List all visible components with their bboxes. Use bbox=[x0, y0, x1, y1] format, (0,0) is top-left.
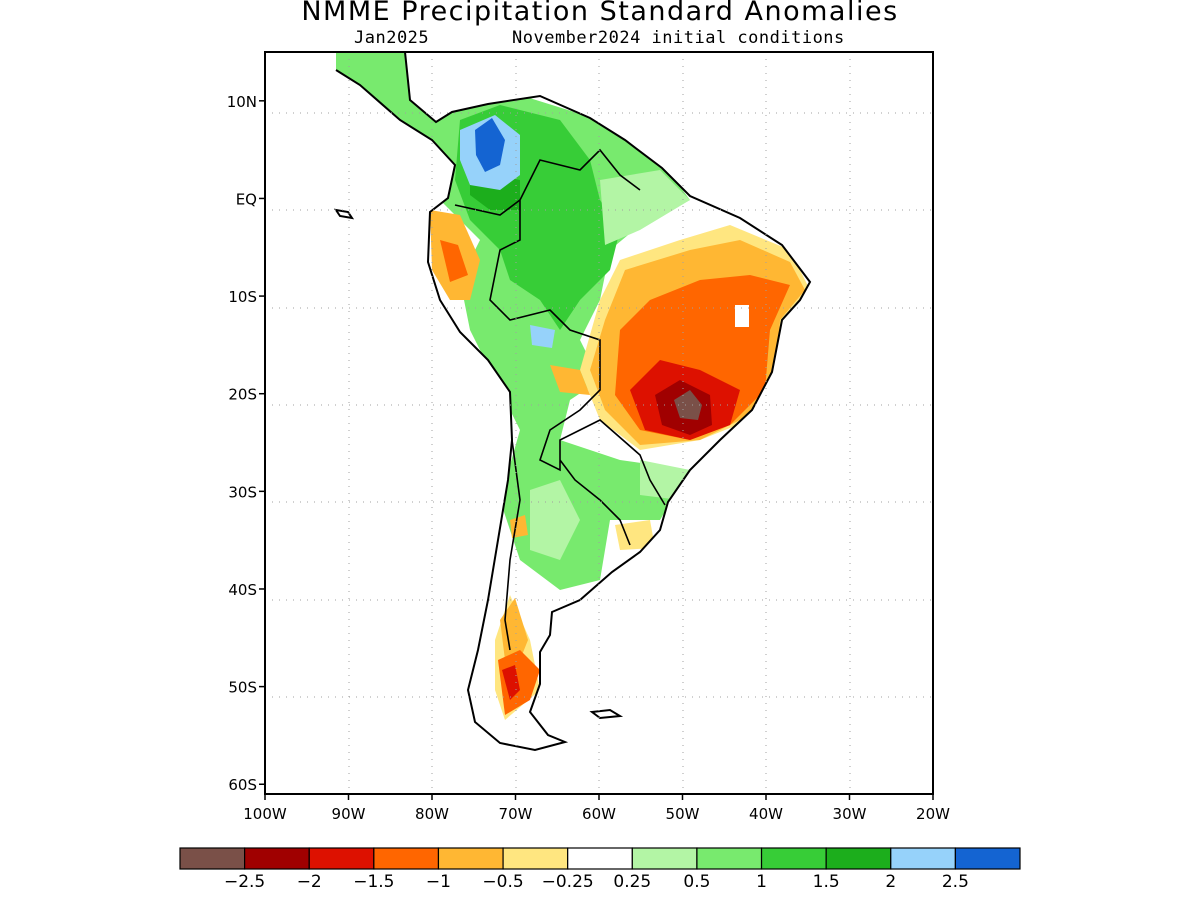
colorbar-label: 2 bbox=[885, 872, 896, 892]
colorbar-swatch bbox=[437, 847, 504, 870]
patagonia-orange-area bbox=[500, 598, 528, 660]
initial-conditions: November2024 initial conditions bbox=[512, 28, 845, 48]
longitude-axis: 100W 90W 80W 70W 60W 50W 40W 30W 20W bbox=[243, 794, 950, 823]
colorbar: −2.5 −2 −1.5 −1 −0.5 −0.25 0.25 0.5 1 1.5 2 2.5 bbox=[179, 847, 1021, 892]
colorbar-swatch bbox=[308, 847, 375, 870]
colorbar-label: −2 bbox=[297, 872, 322, 892]
country-borders bbox=[454, 148, 666, 651]
lon-label: 50W bbox=[666, 805, 700, 823]
colorbar-label: 1 bbox=[756, 872, 767, 892]
light-green-patches bbox=[530, 170, 690, 560]
colorbar-label: 2.5 bbox=[942, 872, 969, 892]
colorbar-label: −1.5 bbox=[353, 872, 394, 892]
galapagos-islands bbox=[333, 208, 355, 220]
ecuador-orange-area bbox=[440, 240, 468, 282]
colorbar-label: 0.5 bbox=[683, 872, 710, 892]
lon-label: 60W bbox=[582, 805, 616, 823]
lon-label: 90W bbox=[332, 805, 366, 823]
patagonia-red-area bbox=[498, 650, 540, 715]
colorbar-swatch bbox=[631, 847, 698, 870]
lat-label: 20S bbox=[228, 386, 257, 404]
colorbar-label: −1 bbox=[426, 872, 451, 892]
colombia-blue-area bbox=[475, 118, 505, 172]
colorbar-label: −0.25 bbox=[542, 872, 594, 892]
coastlines bbox=[333, 51, 812, 752]
colorbar-swatch bbox=[890, 847, 956, 870]
central-chile-orange-area bbox=[510, 365, 590, 538]
lon-label: 30W bbox=[833, 805, 867, 823]
colorbar-label: −2.5 bbox=[224, 872, 265, 892]
latitude-axis: 10N EQ 10S 20S 30S 40S 50S 60S bbox=[227, 93, 265, 794]
colorbar-swatch bbox=[567, 847, 633, 870]
brazil-brown-area bbox=[674, 390, 702, 420]
colorbar-swatch bbox=[954, 847, 1021, 870]
grid-lines bbox=[265, 52, 933, 794]
colorbar-swatch bbox=[696, 847, 763, 870]
forecast-month: Jan2025 bbox=[354, 28, 430, 48]
colorbar-swatch bbox=[760, 847, 827, 870]
lat-label: 30S bbox=[228, 483, 257, 501]
patagonia-dark-red-area bbox=[502, 665, 520, 700]
colorbar-label: 0.25 bbox=[613, 872, 651, 892]
colorbar-swatch bbox=[179, 847, 246, 870]
colorbar-label: −0.5 bbox=[482, 872, 523, 892]
anomaly-field bbox=[336, 52, 810, 750]
lon-label: 80W bbox=[415, 805, 449, 823]
lat-label: EQ bbox=[236, 190, 257, 208]
uruguay-yellow-area bbox=[615, 520, 655, 550]
colorbar-swatch bbox=[825, 847, 892, 870]
colorbar-swatch bbox=[244, 847, 310, 870]
lon-label: 100W bbox=[243, 805, 287, 823]
missing-data-box bbox=[735, 305, 749, 327]
map-title: NMME Precipitation Standard Anomalies bbox=[301, 0, 899, 27]
lon-label: 40W bbox=[749, 805, 783, 823]
lon-label: 20W bbox=[916, 805, 950, 823]
colorbar-swatch bbox=[502, 847, 569, 870]
lon-label: 70W bbox=[499, 805, 533, 823]
lat-label: 10S bbox=[228, 288, 257, 306]
lat-label: 40S bbox=[228, 581, 257, 599]
bolivia-blue-area bbox=[530, 325, 555, 348]
lat-label: 10N bbox=[227, 93, 257, 111]
colorbar-swatch bbox=[373, 847, 440, 870]
falkland-islands bbox=[589, 708, 624, 720]
south-america-coastline bbox=[335, 51, 812, 752]
colorbar-label: 1.5 bbox=[813, 872, 840, 892]
lat-label: 60S bbox=[228, 776, 257, 794]
lat-label: 50S bbox=[228, 679, 257, 697]
